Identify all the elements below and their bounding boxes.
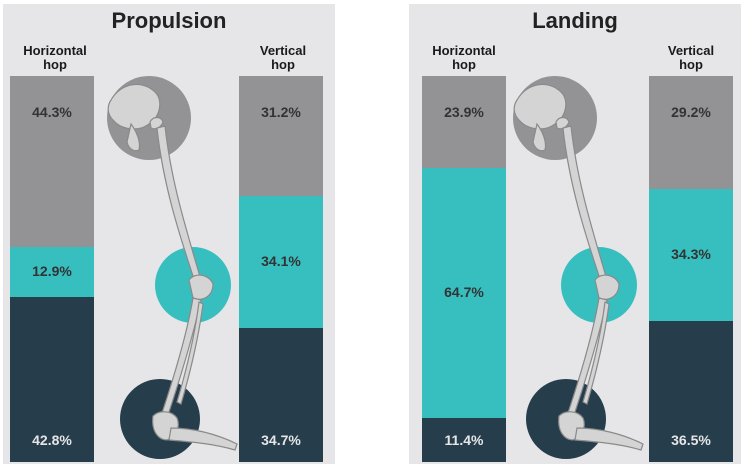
data-label: 36.5%: [671, 432, 711, 448]
data-label: 23.9%: [444, 104, 484, 120]
bar-vertical-hop: 29.2% 34.3% 36.5%: [649, 76, 733, 462]
data-label: 34.3%: [671, 246, 711, 262]
bar-horizontal-hop: 23.9% 64.7% 11.4%: [422, 76, 506, 462]
data-label: 44.3%: [32, 104, 72, 120]
column-label-vertical-hop: Vertical hop: [667, 43, 715, 72]
data-label: 34.7%: [261, 432, 301, 448]
bar-segment-hip: 23.9%: [422, 76, 506, 168]
column-label-horizontal-hop: Horizontal hop: [432, 43, 496, 72]
bar-segment-ankle: 36.5%: [649, 321, 733, 462]
bar-horizontal-hop: 44.3% 12.9% 42.8%: [10, 76, 94, 462]
bar-segment-hip: 44.3%: [10, 76, 94, 247]
data-label: 11.4%: [444, 432, 484, 448]
leg-skeleton-illustration: [513, 76, 644, 459]
data-label: 29.2%: [671, 104, 711, 120]
bar-segment-knee: 34.3%: [649, 189, 733, 321]
bar-segment-knee: 64.7%: [422, 168, 506, 418]
data-label: 12.9%: [32, 263, 72, 279]
bar-segment-ankle: 42.8%: [10, 297, 94, 462]
bar-segment-knee: 34.1%: [239, 196, 323, 328]
bone-drawing: [513, 83, 644, 451]
data-label: 31.2%: [261, 104, 301, 120]
panel-title: Landing: [532, 8, 618, 33]
bar-segment-hip: 31.2%: [239, 76, 323, 196]
bone-drawing: [107, 83, 238, 451]
propulsion-panel: Propulsion Horizontal hop Vertical hop 4…: [3, 4, 335, 464]
bar-segment-ankle: 34.7%: [239, 328, 323, 462]
data-label: 34.1%: [261, 253, 301, 269]
column-label-vertical-hop: Vertical hop: [259, 43, 307, 72]
bar-vertical-hop: 31.2% 34.1% 34.7%: [239, 76, 323, 462]
data-label: 64.7%: [444, 284, 484, 300]
column-label-horizontal-hop: Horizontal hop: [23, 43, 87, 72]
landing-panel: Landing Horizontal hop Vertical hop 23.9…: [409, 4, 741, 464]
data-label: 42.8%: [32, 432, 72, 448]
panel-title: Propulsion: [111, 8, 227, 33]
bar-segment-hip: 29.2%: [649, 76, 733, 189]
leg-skeleton-illustration: [107, 76, 238, 459]
bar-segment-ankle: 11.4%: [422, 418, 506, 462]
bar-segment-knee: 12.9%: [10, 247, 94, 297]
